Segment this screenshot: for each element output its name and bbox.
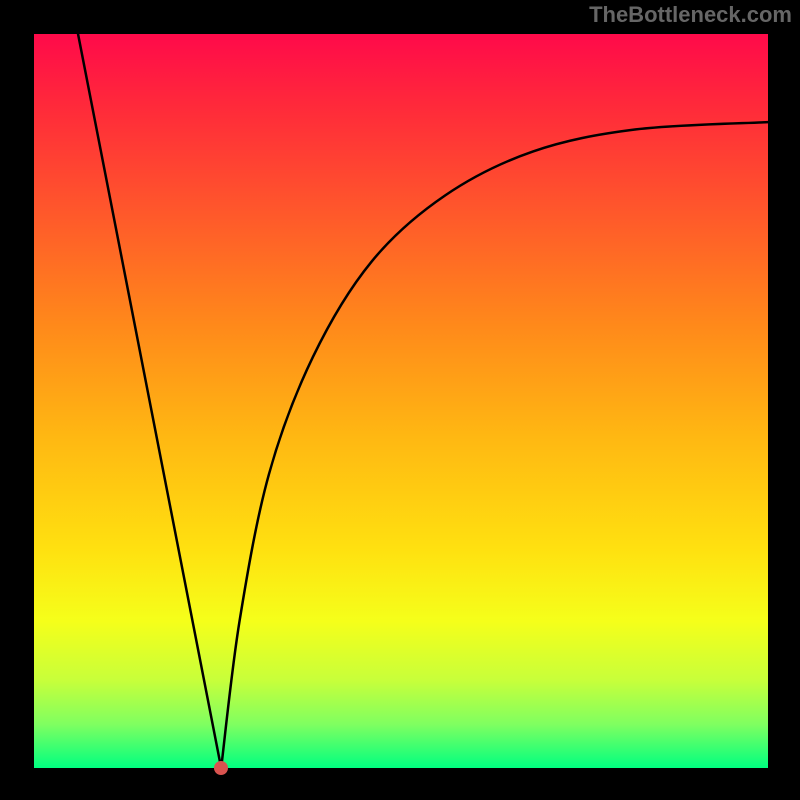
watermark-text: TheBottleneck.com [589, 2, 792, 28]
bottleneck-curve [78, 34, 768, 768]
plot-svg [34, 34, 768, 768]
optimum-marker [214, 761, 228, 775]
chart-frame: TheBottleneck.com [0, 0, 800, 800]
